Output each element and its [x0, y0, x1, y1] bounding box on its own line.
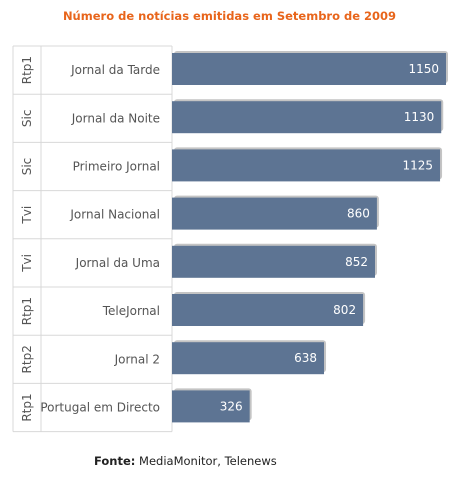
- channel-label: Sic: [20, 158, 34, 176]
- bar: [172, 53, 446, 85]
- program-label: Jornal Nacional: [69, 208, 160, 222]
- channel-label: Sic: [20, 110, 34, 128]
- program-label: Jornal da Uma: [75, 256, 160, 270]
- program-label: Portugal em Directo: [40, 401, 160, 415]
- program-label: Jornal 2: [114, 352, 160, 366]
- program-label: Jornal da Tarde: [70, 63, 160, 77]
- bar: [172, 342, 325, 375]
- channel-label: Tvi: [20, 206, 34, 225]
- value-label: 1130: [404, 110, 435, 124]
- value-label: 852: [345, 255, 368, 269]
- source-text: MediaMonitor, Telenews: [139, 454, 277, 468]
- value-label: 860: [347, 207, 370, 221]
- channel-label: Rtp1: [20, 56, 34, 84]
- channel-label: Rtp1: [20, 297, 34, 325]
- value-label: 1150: [408, 62, 439, 76]
- channel-label: Rtp1: [20, 393, 34, 421]
- bar: [172, 149, 441, 182]
- program-label: Primeiro Jornal: [73, 160, 160, 174]
- bar: [172, 245, 375, 278]
- source-label: Fonte:: [94, 454, 136, 468]
- program-label: Jornal da Noite: [71, 111, 160, 125]
- channel-label: Rtp2: [20, 345, 34, 373]
- program-label: TeleJornal: [102, 304, 160, 318]
- value-label: 638: [294, 351, 317, 365]
- chart-title: Número de notícias emitidas em Setembro …: [62, 9, 397, 23]
- value-label: 802: [333, 303, 356, 317]
- bar-chart: Rtp1 Jornal da Tarde 1150 Sic Jornal da Noit…: [12, 45, 448, 433]
- bar: [172, 294, 364, 326]
- bar: [172, 197, 377, 230]
- bar: [172, 101, 442, 134]
- chart-source: Fonte: MediaMonitor, Telenews: [94, 454, 277, 468]
- value-label: 326: [220, 399, 243, 413]
- value-label: 1125: [402, 158, 433, 172]
- bar: [172, 390, 250, 423]
- channel-label: Tvi: [20, 254, 34, 273]
